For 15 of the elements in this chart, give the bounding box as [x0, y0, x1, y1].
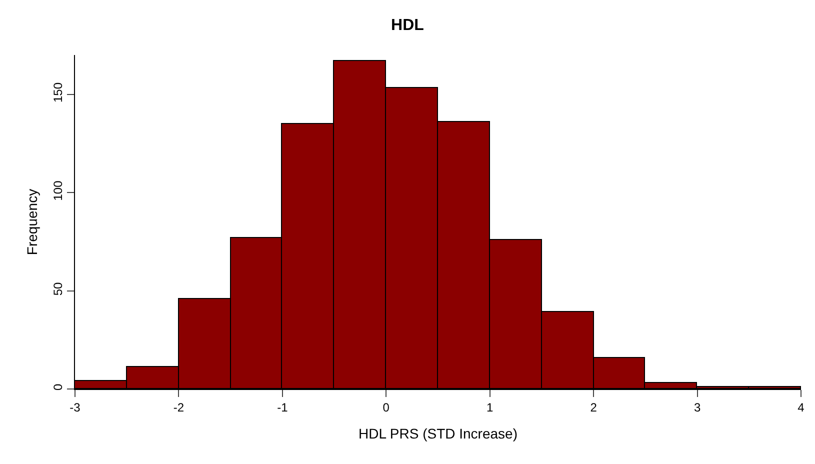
y-tick-label: 50	[51, 282, 66, 296]
y-tick-label: 100	[51, 180, 66, 201]
x-tick-label: -1	[277, 400, 288, 414]
y-tick-label: 0	[51, 384, 66, 391]
x-tick-label: 3	[694, 400, 701, 414]
x-tick-label: 2	[590, 400, 598, 414]
x-tick-label: -3	[70, 400, 81, 414]
x-axis-title: HDL PRS (STD Increase)	[358, 426, 518, 442]
x-tick-label: 1	[486, 400, 494, 414]
x-tick-label: 4	[798, 400, 805, 414]
x-tick-label: -2	[173, 400, 184, 414]
x-tick-label: 0	[382, 400, 390, 414]
chart-title: HDL	[391, 16, 424, 34]
y-tick-label: 150	[51, 82, 66, 103]
y-axis-title: Frequency	[24, 188, 40, 256]
